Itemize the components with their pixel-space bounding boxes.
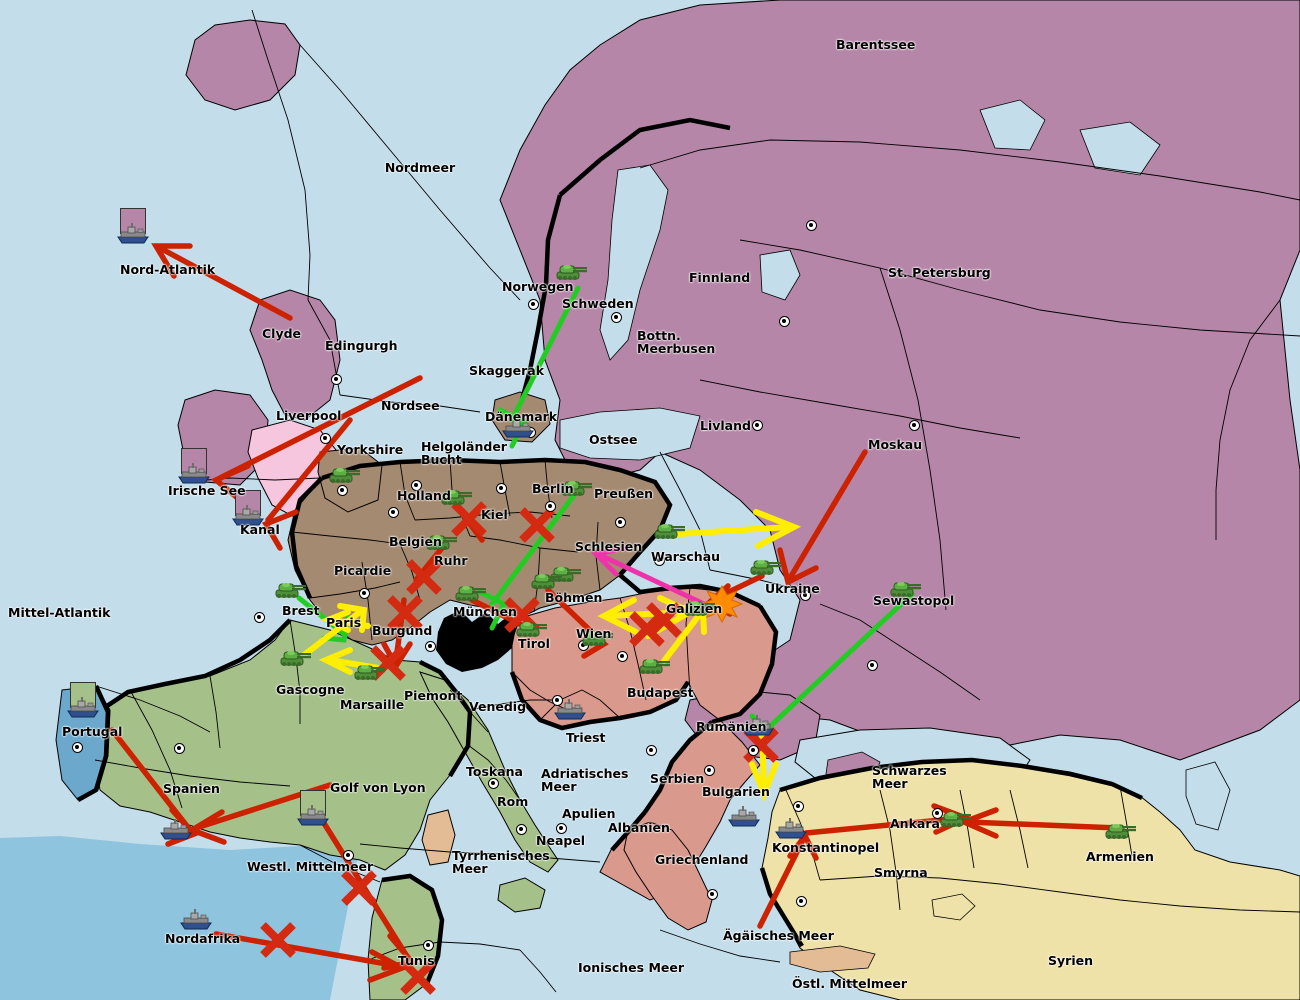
army-unit-icon[interactable] <box>1104 819 1138 841</box>
fleet-unit-icon[interactable] <box>159 818 193 840</box>
army-unit-icon[interactable] <box>425 530 459 552</box>
supply-center-icon <box>556 823 567 834</box>
army-unit-icon[interactable] <box>653 519 687 541</box>
supply-center-icon <box>331 374 342 385</box>
supply-center-icon <box>617 651 628 662</box>
army-unit-icon[interactable] <box>328 463 362 485</box>
army-unit-icon[interactable] <box>749 555 783 577</box>
supply-center-icon <box>707 889 718 900</box>
supply-center-icon <box>496 483 507 494</box>
fleet-unit-icon[interactable] <box>553 698 587 720</box>
fleet-unit-icon[interactable] <box>501 416 535 438</box>
supply-center-icon <box>528 299 539 310</box>
supply-center-icon <box>337 485 348 496</box>
army-unit-icon[interactable] <box>279 646 313 668</box>
fleet-unit-icon[interactable] <box>727 805 761 827</box>
dislodged-fleet-icon[interactable] <box>231 504 265 526</box>
supply-center-icon <box>748 745 759 756</box>
order-arrows-fail <box>109 243 1121 983</box>
supply-center-icon <box>796 896 807 907</box>
supply-center-icon <box>552 695 563 706</box>
supply-center-icon <box>752 420 763 431</box>
dislodged-fleet-icon[interactable] <box>66 696 100 718</box>
explosion-icon <box>700 584 744 624</box>
dislodged-fleet-icon[interactable] <box>296 804 330 826</box>
supply-center-icon <box>423 940 434 951</box>
supply-center-icon <box>174 743 185 754</box>
dislodged-fleet-icon[interactable] <box>177 462 211 484</box>
supply-center-icon <box>254 612 265 623</box>
fleet-unit-icon[interactable] <box>179 908 213 930</box>
island-crete <box>789 945 876 973</box>
fleet-unit-icon[interactable] <box>774 817 808 839</box>
supply-center-icon <box>654 555 665 566</box>
supply-center-icon <box>800 590 811 601</box>
fleet-unit-icon[interactable] <box>741 714 775 736</box>
supply-center-icon <box>867 660 878 671</box>
army-unit-icon[interactable] <box>581 626 615 648</box>
supply-center-icon <box>793 801 804 812</box>
supply-center-icon <box>72 742 83 753</box>
supply-center-icon <box>646 745 657 756</box>
bounce-markers <box>260 501 779 995</box>
supply-center-icon <box>411 480 422 491</box>
army-unit-icon[interactable] <box>889 577 923 599</box>
army-unit-icon[interactable] <box>530 569 564 591</box>
army-unit-icon[interactable] <box>353 660 387 682</box>
army-unit-icon[interactable] <box>515 617 549 639</box>
supply-center-icon <box>932 808 943 819</box>
army-unit-icon[interactable] <box>939 807 973 829</box>
supply-center-icon <box>320 433 331 444</box>
army-unit-icon[interactable] <box>440 485 474 507</box>
army-unit-icon[interactable] <box>555 260 589 282</box>
supply-center-icon <box>359 588 370 599</box>
supply-center-icon <box>343 850 354 861</box>
supply-center-icon <box>806 220 817 231</box>
dislodged-fleet-icon[interactable] <box>116 222 150 244</box>
supply-center-icon <box>615 517 626 528</box>
supply-center-icon <box>516 824 527 835</box>
deep-sea-atlantic <box>0 836 360 1000</box>
supply-center-icon <box>704 765 715 776</box>
army-unit-icon[interactable] <box>683 596 717 618</box>
army-unit-icon[interactable] <box>638 654 672 676</box>
supply-center-icon <box>779 316 790 327</box>
island-cyprus <box>931 893 976 921</box>
order-arrow-convoy <box>590 545 707 607</box>
supply-center-icon <box>425 641 436 652</box>
supply-center-icon <box>611 312 622 323</box>
supply-center-icon <box>545 501 556 512</box>
army-unit-icon[interactable] <box>560 476 594 498</box>
supply-center-icon <box>488 778 499 789</box>
army-unit-icon[interactable] <box>274 578 308 600</box>
supply-center-icon <box>909 420 920 431</box>
supply-center-icon <box>388 507 399 518</box>
army-unit-icon[interactable] <box>454 581 488 603</box>
